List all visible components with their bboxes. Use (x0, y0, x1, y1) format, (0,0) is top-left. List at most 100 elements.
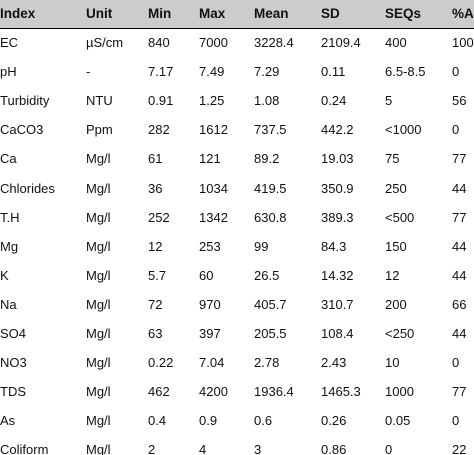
cell-mean: 89.2 (254, 151, 280, 167)
cell-max: 1342 (199, 209, 228, 225)
cell-mean: 3 (252, 435, 319, 455)
cell-seqs: 0.05 (385, 413, 411, 429)
table-row: CaCO3 Ppm 282 1612 737.5 442.2 <1000 0 (0, 115, 474, 144)
cell-sd: 389.3 (321, 209, 354, 225)
cell-mean: 630.8 (254, 209, 287, 225)
cell-min: 7.17 (148, 64, 174, 80)
header-row: Index Unit Min Max Mean SD SEQs %Age (0, 0, 474, 29)
table-row: pH - 7.17 7.49 7.29 0.11 6.5-8.5 0 (0, 57, 474, 86)
cell-unit: Mg/l (86, 384, 111, 400)
cell-min: 0.4 (148, 413, 167, 429)
cell-index: Mg (0, 238, 19, 254)
header-seqs: SEQs (383, 0, 450, 29)
cell-percent-age: 44 (452, 267, 467, 283)
header-index: Index (0, 0, 84, 29)
cell-min: 252 (148, 209, 170, 225)
table-row: K Mg/l 5.7 60 26.5 14.32 12 44 (0, 261, 474, 290)
table-row: As Mg/l 0.4 0.9 0.6 0.26 0.05 0 (0, 406, 474, 435)
cell-percent-age: 44 (452, 180, 467, 196)
cell-percent-age: 44 (452, 325, 467, 341)
cell-index: Coliform (0, 435, 84, 455)
cell-percent-age: 0 (452, 413, 460, 429)
table-body: EC µS/cm 840 7000 3228.4 2109.4 400 100 pH -7.17 7… (0, 28, 474, 455)
cell-sd: 108.4 (321, 325, 354, 341)
cell-sd: 84.3 (321, 238, 347, 254)
cell-max: 121 (199, 151, 221, 167)
cell-index: NO3 (0, 355, 27, 371)
cell-seqs: 0 (383, 435, 450, 455)
cell-mean: 419.5 (254, 180, 287, 196)
cell-min: 12 (148, 238, 163, 254)
cell-seqs: 200 (385, 296, 407, 312)
cell-unit: Ppm (86, 122, 113, 138)
cell-percent-age: 77 (452, 151, 467, 167)
cell-sd: 0.26 (321, 413, 347, 429)
cell-index: T.H (0, 209, 20, 225)
cell-max: 970 (199, 296, 221, 312)
cell-percent-age: 44 (452, 238, 467, 254)
cell-percent-age: 77 (452, 384, 467, 400)
cell-percent-age: 22 (450, 435, 474, 455)
cell-index: Turbidity (0, 93, 50, 109)
cell-min: 61 (148, 151, 163, 167)
cell-index: pH (0, 64, 17, 80)
header-unit: Unit (84, 0, 146, 29)
table-row: NO3 Mg/l 0.22 7.04 2.78 2.43 10 0 (0, 348, 474, 377)
header-sd: SD (319, 0, 383, 29)
header-min: Min (146, 0, 197, 29)
cell-index: SO4 (0, 325, 27, 341)
cell-max: 1034 (199, 180, 228, 196)
cell-unit: Mg/l (86, 238, 111, 254)
header-percent-age: %Age (450, 0, 474, 29)
cell-seqs: 150 (385, 238, 407, 254)
cell-max: 4 (197, 435, 252, 455)
cell-seqs: 12 (385, 267, 400, 283)
cell-max: 7000 (199, 35, 228, 51)
cell-unit: Mg/l (86, 209, 111, 225)
cell-index: CaCO3 (0, 122, 44, 138)
cell-min: 36 (148, 180, 163, 196)
cell-sd: 0.11 (321, 64, 346, 80)
cell-unit: - (86, 64, 91, 80)
cell-min: 2 (146, 435, 197, 455)
cell-mean: 3228.4 (254, 35, 294, 51)
cell-index: Na (0, 296, 17, 312)
table-row: T.H Mg/l 252 1342 630.8 389.3 <500 77 (0, 203, 474, 232)
cell-mean: 0.6 (254, 413, 273, 429)
table-row: Mg Mg/l 12 253 99 84.3 150 44 (0, 232, 474, 261)
table-row: TDS Mg/l 462 4200 1936.4 1465.3 1000 77 (0, 377, 474, 406)
cell-seqs: <250 (385, 325, 415, 341)
cell-percent-age: 66 (452, 296, 467, 312)
cell-seqs: 75 (385, 151, 400, 167)
cell-percent-age: 100 (452, 35, 474, 51)
cell-min: 0.91 (148, 93, 174, 109)
cell-unit: Mg/l (86, 151, 111, 167)
cell-unit: Mg/l (86, 180, 111, 196)
cell-mean: 1936.4 (254, 384, 294, 400)
cell-percent-age: 0 (452, 122, 460, 138)
cell-seqs: 10 (385, 355, 400, 371)
table-row: Ca Mg/l 61 121 89.2 19.03 75 77 (0, 144, 474, 173)
table-row: Coliform Mg/l 2 4 3 0.86 0 22 (0, 435, 474, 455)
cell-sd: 350.9 (321, 180, 354, 196)
cell-sd: 14.32 (321, 267, 354, 283)
cell-min: 0.22 (148, 355, 174, 371)
table-row: EC µS/cm 840 7000 3228.4 2109.4 400 100 (0, 28, 474, 57)
cell-sd: 19.03 (321, 151, 354, 167)
cell-max: 1.25 (199, 93, 225, 109)
cell-min: 72 (148, 296, 163, 312)
cell-index: As (0, 413, 16, 429)
cell-max: 60 (199, 267, 214, 283)
cell-seqs: <1000 (385, 122, 422, 138)
cell-unit: Mg/l (86, 267, 111, 283)
cell-percent-age: 77 (452, 209, 467, 225)
table-header: Index Unit Min Max Mean SD SEQs %Age (0, 0, 474, 29)
cell-min: 63 (148, 325, 163, 341)
cell-max: 4200 (199, 384, 228, 400)
cell-index: EC (0, 35, 19, 51)
cell-mean: 7.29 (254, 64, 280, 80)
cell-min: 282 (148, 122, 170, 138)
cell-min: 462 (148, 384, 170, 400)
